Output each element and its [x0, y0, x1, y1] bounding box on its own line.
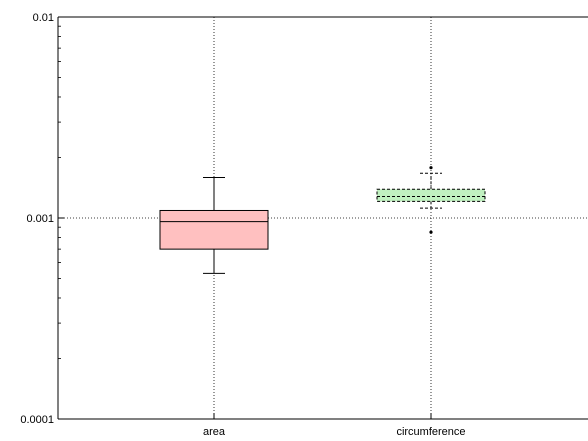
x-tick-label: circumference [396, 426, 465, 438]
boxes [159, 166, 486, 274]
y-tick-label: 0.01 [33, 12, 54, 24]
tick-labels: 0.01 0.001 0.0001 area circumference [20, 12, 465, 438]
box-iqr [159, 209, 269, 250]
box-iqr [376, 188, 486, 202]
axes [57, 16, 588, 420]
grid-lines [58, 16, 588, 420]
x-tick-label: area [203, 426, 226, 438]
outlier-point [429, 230, 433, 234]
y-tick-label: 0.0001 [20, 414, 54, 426]
box-area [159, 177, 269, 274]
y-tick-label: 0.001 [26, 213, 54, 225]
box-circumference [376, 166, 486, 234]
outlier-point [429, 166, 433, 170]
